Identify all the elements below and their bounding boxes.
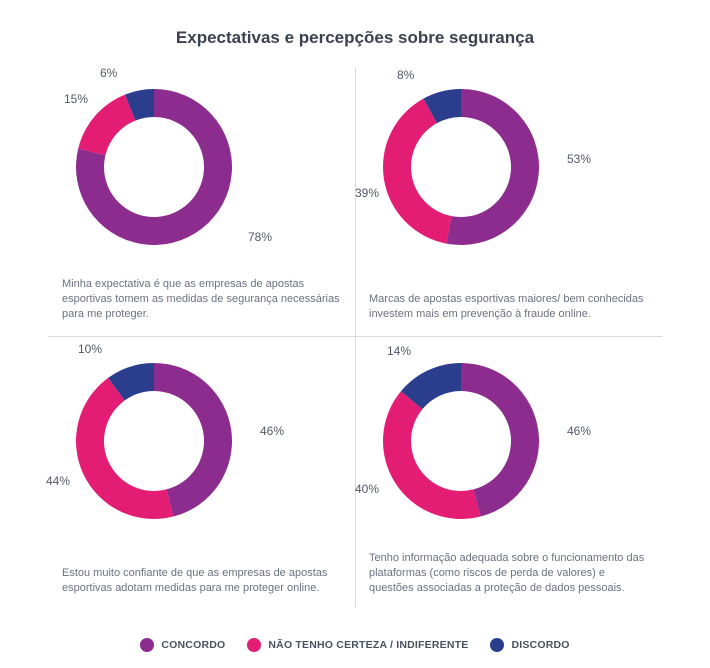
- legend: CONCORDO NÃO TENHO CERTEZA / INDIFERENTE…: [0, 638, 710, 652]
- pct-label-disagree: 8%: [397, 68, 414, 82]
- pct-label-neutral: 39%: [355, 186, 379, 200]
- chart-cell-bl: 46% 44% 10% Estou muito confiante de que a…: [48, 336, 355, 610]
- legend-item-disagree: DISCORDO: [490, 638, 569, 652]
- pct-label-disagree: 6%: [100, 66, 117, 80]
- chart-cell-tr: 53% 39% 8% Marcas de apostas esportivas ma…: [355, 62, 662, 336]
- chart-cell-tl: 78% 15% 6% Minha expectativa é que as empr…: [48, 62, 355, 336]
- legend-label: DISCORDO: [511, 639, 569, 651]
- pct-label-agree: 78%: [248, 230, 272, 244]
- chart-cell-br: 46% 40% 14% Tenho informação adequada sobr…: [355, 336, 662, 610]
- legend-label: CONCORDO: [161, 639, 225, 651]
- donut-slice-neutral: [383, 391, 480, 519]
- chart-grid: 78% 15% 6% Minha expectativa é que as empr…: [48, 62, 662, 610]
- pct-label-neutral: 40%: [355, 482, 379, 496]
- pct-label-agree: 46%: [260, 424, 284, 438]
- pct-label-disagree: 10%: [78, 342, 102, 356]
- pct-label-agree: 53%: [567, 152, 591, 166]
- pct-label-agree: 46%: [567, 424, 591, 438]
- donut-tl: 78% 15% 6%: [48, 62, 355, 272]
- legend-item-neutral: NÃO TENHO CERTEZA / INDIFERENTE: [247, 638, 468, 652]
- donut-br: 46% 40% 14%: [355, 336, 662, 546]
- swatch-neutral: [247, 638, 261, 652]
- swatch-agree: [140, 638, 154, 652]
- caption-br: Tenho informação adequada sobre o funcio…: [369, 551, 652, 596]
- pct-label-neutral: 44%: [46, 474, 70, 488]
- pct-label-neutral: 15%: [64, 92, 88, 106]
- donut-tr: 53% 39% 8%: [355, 62, 662, 272]
- legend-label: NÃO TENHO CERTEZA / INDIFERENTE: [268, 639, 468, 651]
- swatch-disagree: [490, 638, 504, 652]
- page-title: Expectativas e percepções sobre seguranç…: [0, 0, 710, 54]
- caption-bl: Estou muito confiante de que as empresas…: [62, 566, 345, 596]
- pct-label-disagree: 14%: [387, 344, 411, 358]
- caption-tl: Minha expectativa é que as empresas de a…: [62, 277, 345, 322]
- caption-tr: Marcas de apostas esportivas maiores/ be…: [369, 292, 652, 322]
- legend-item-agree: CONCORDO: [140, 638, 225, 652]
- donut-bl: 46% 44% 10%: [48, 336, 355, 546]
